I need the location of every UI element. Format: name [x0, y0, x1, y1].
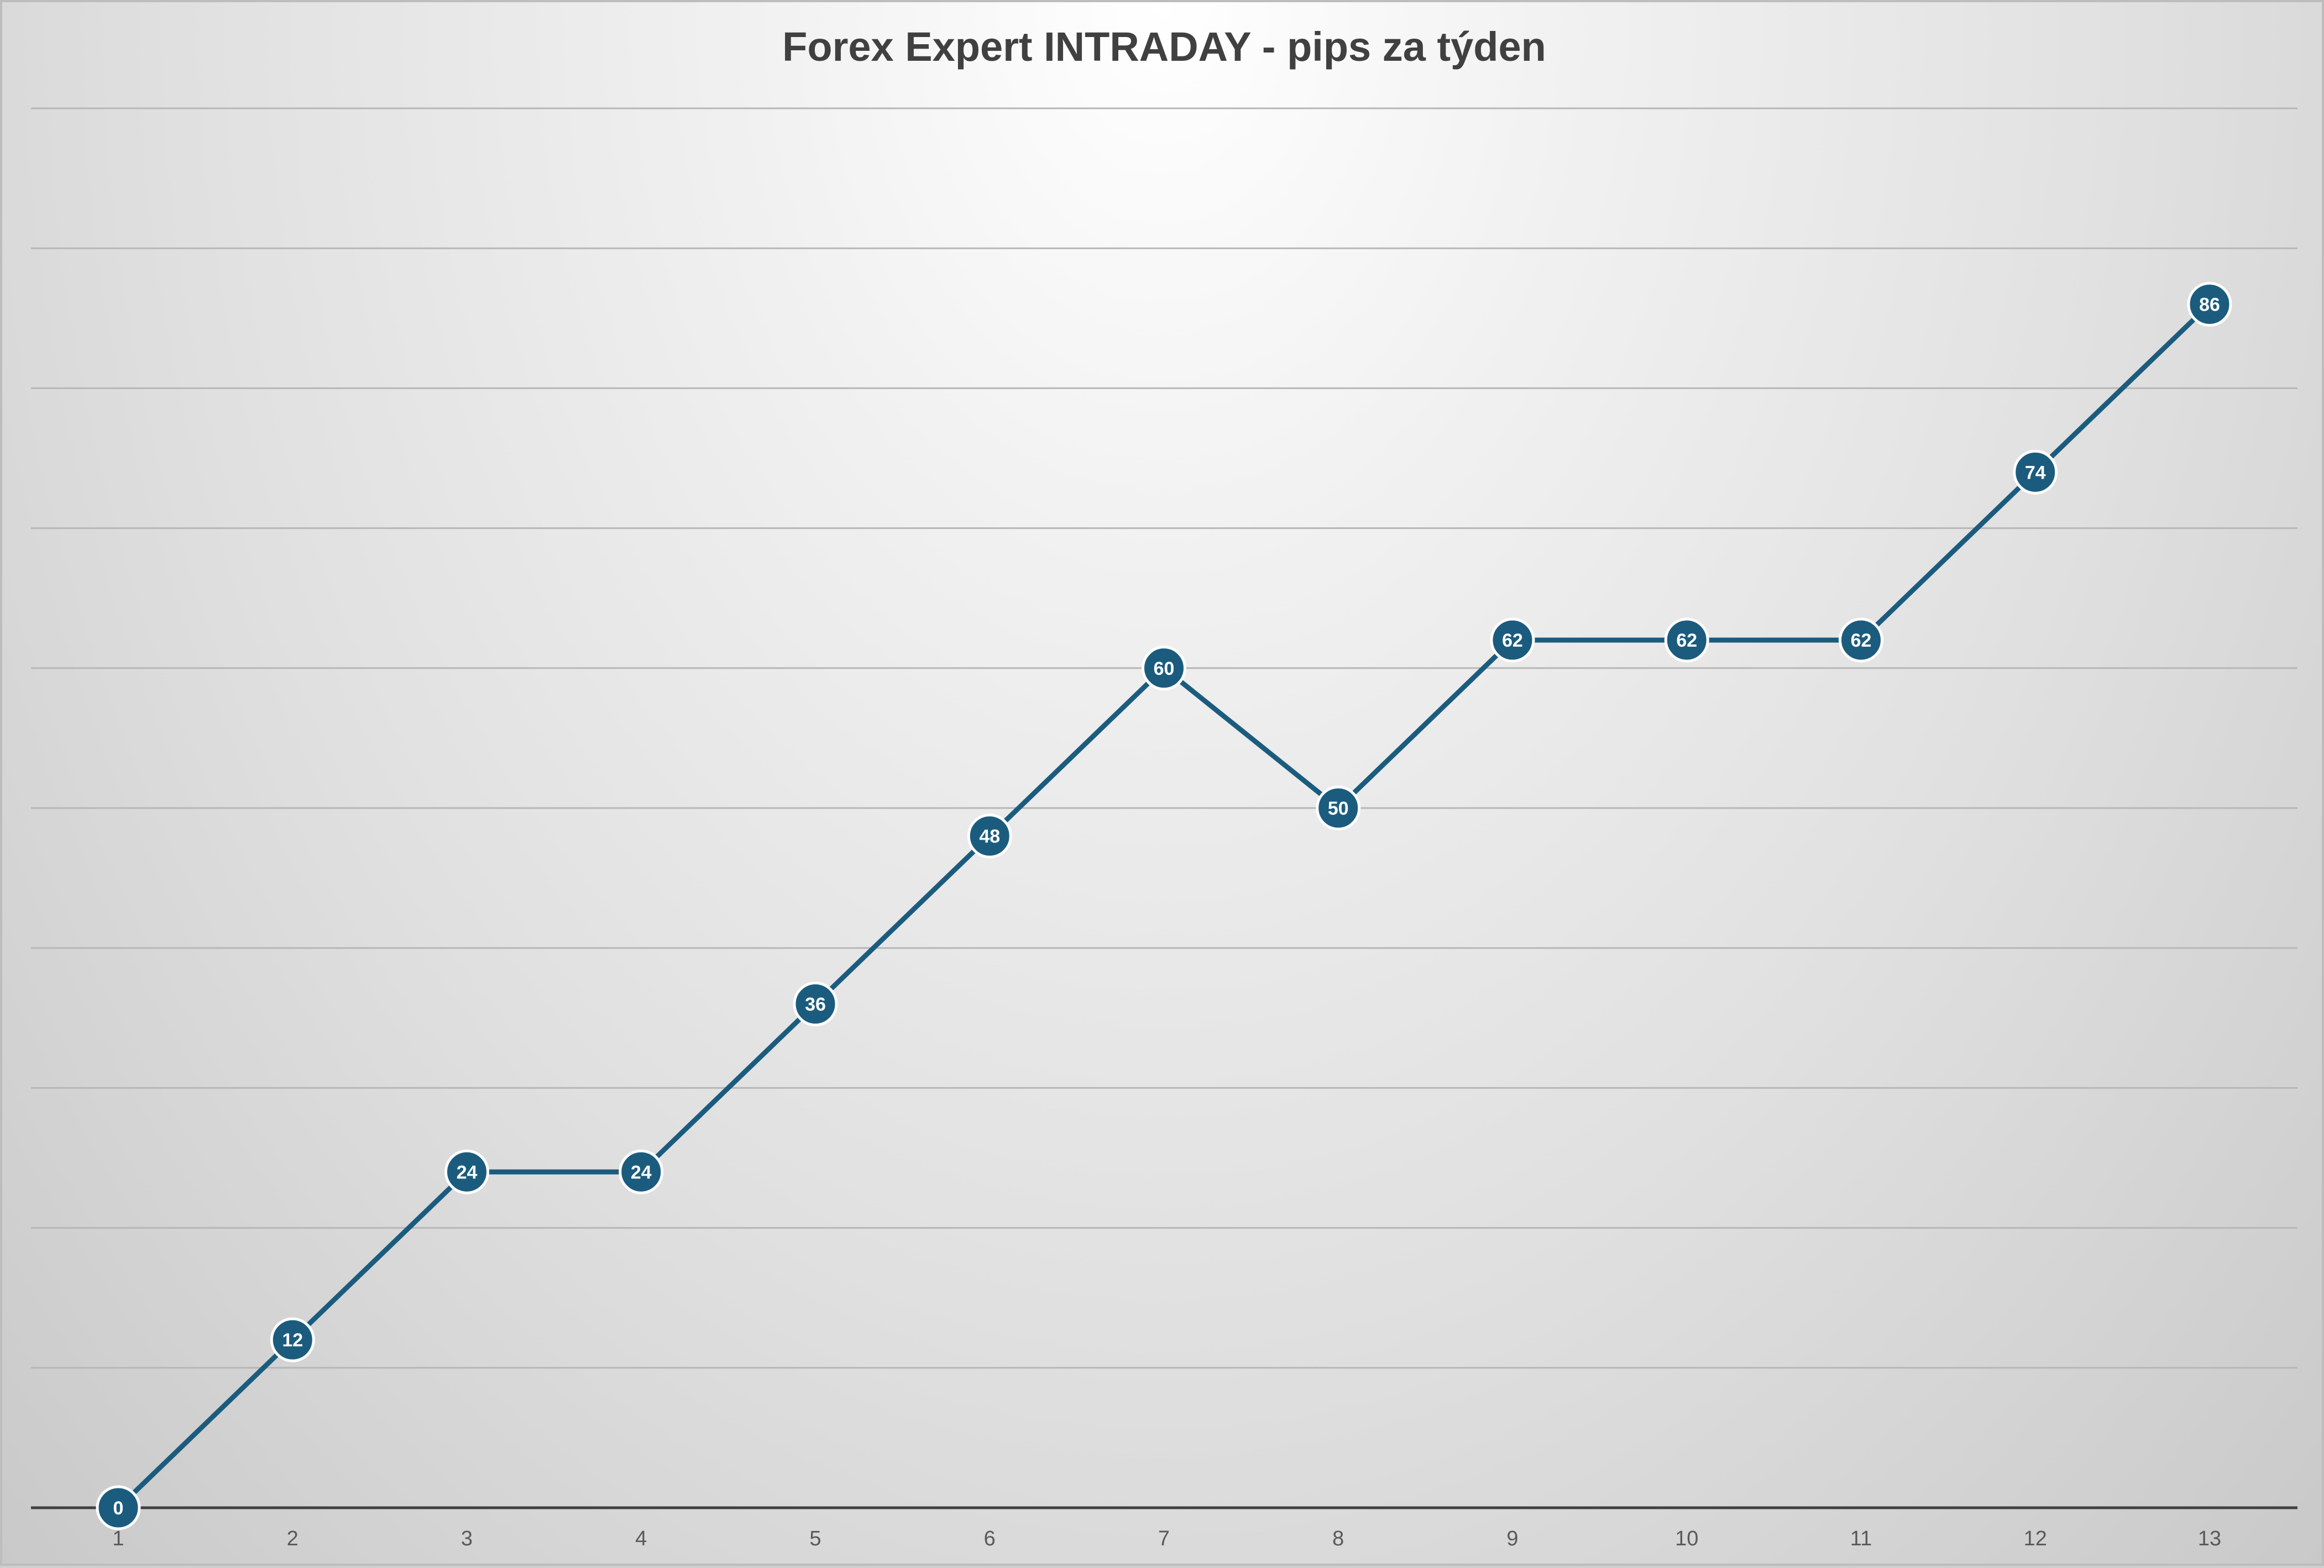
data-point — [967, 814, 1012, 859]
x-tick-label: 7 — [1158, 1527, 1170, 1550]
x-tick-label: 5 — [809, 1527, 821, 1550]
x-tick-label: 4 — [635, 1527, 647, 1550]
data-label: 62 — [1851, 630, 1872, 651]
x-tick-label: 9 — [1506, 1527, 1518, 1550]
gridlines — [31, 107, 2297, 1369]
data-label: 12 — [282, 1330, 303, 1351]
data-label: 60 — [1154, 658, 1175, 679]
data-point — [1664, 617, 1709, 663]
data-label: 24 — [457, 1162, 478, 1183]
data-label: 74 — [2025, 462, 2046, 483]
data-labels: 0 12 24 24 36 48 60 50 62 62 62 74 86 — [113, 294, 2220, 1519]
data-point — [793, 981, 838, 1026]
chart-title: Forex Expert INTRADAY - pips za týden — [782, 24, 1546, 70]
x-tick-label: 13 — [2198, 1527, 2221, 1550]
data-label: 48 — [979, 826, 1000, 847]
data-label: 86 — [2199, 294, 2220, 315]
data-label: 50 — [1328, 798, 1349, 819]
data-label: 36 — [805, 994, 826, 1015]
x-tick-label: 1 — [112, 1527, 124, 1550]
x-tick-label: 6 — [984, 1527, 996, 1550]
x-tick-label: 2 — [287, 1527, 299, 1550]
data-label: 0 — [113, 1498, 124, 1519]
data-point — [619, 1149, 664, 1194]
data-point — [96, 1485, 141, 1530]
x-tick-label: 12 — [2024, 1527, 2047, 1550]
data-point — [2013, 449, 2058, 495]
data-point — [1142, 646, 1186, 691]
data-point — [444, 1149, 489, 1194]
x-tick-label: 11 — [1850, 1527, 1872, 1550]
data-label: 24 — [631, 1162, 652, 1183]
data-point — [1490, 617, 1535, 663]
data-label: 62 — [1676, 630, 1697, 651]
x-tick-label: 3 — [461, 1527, 473, 1550]
series — [96, 281, 2232, 1530]
series-line — [116, 301, 2212, 1511]
data-label: 62 — [1502, 630, 1523, 651]
x-tick-label: 8 — [1332, 1527, 1344, 1550]
x-tick-label: 10 — [1675, 1527, 1698, 1550]
data-point — [2187, 281, 2232, 327]
data-point — [270, 1317, 315, 1362]
x-axis: 1 2 3 4 5 6 7 8 9 10 11 12 13 — [31, 1506, 2297, 1550]
data-point — [1839, 617, 1883, 663]
data-point — [1316, 785, 1361, 831]
